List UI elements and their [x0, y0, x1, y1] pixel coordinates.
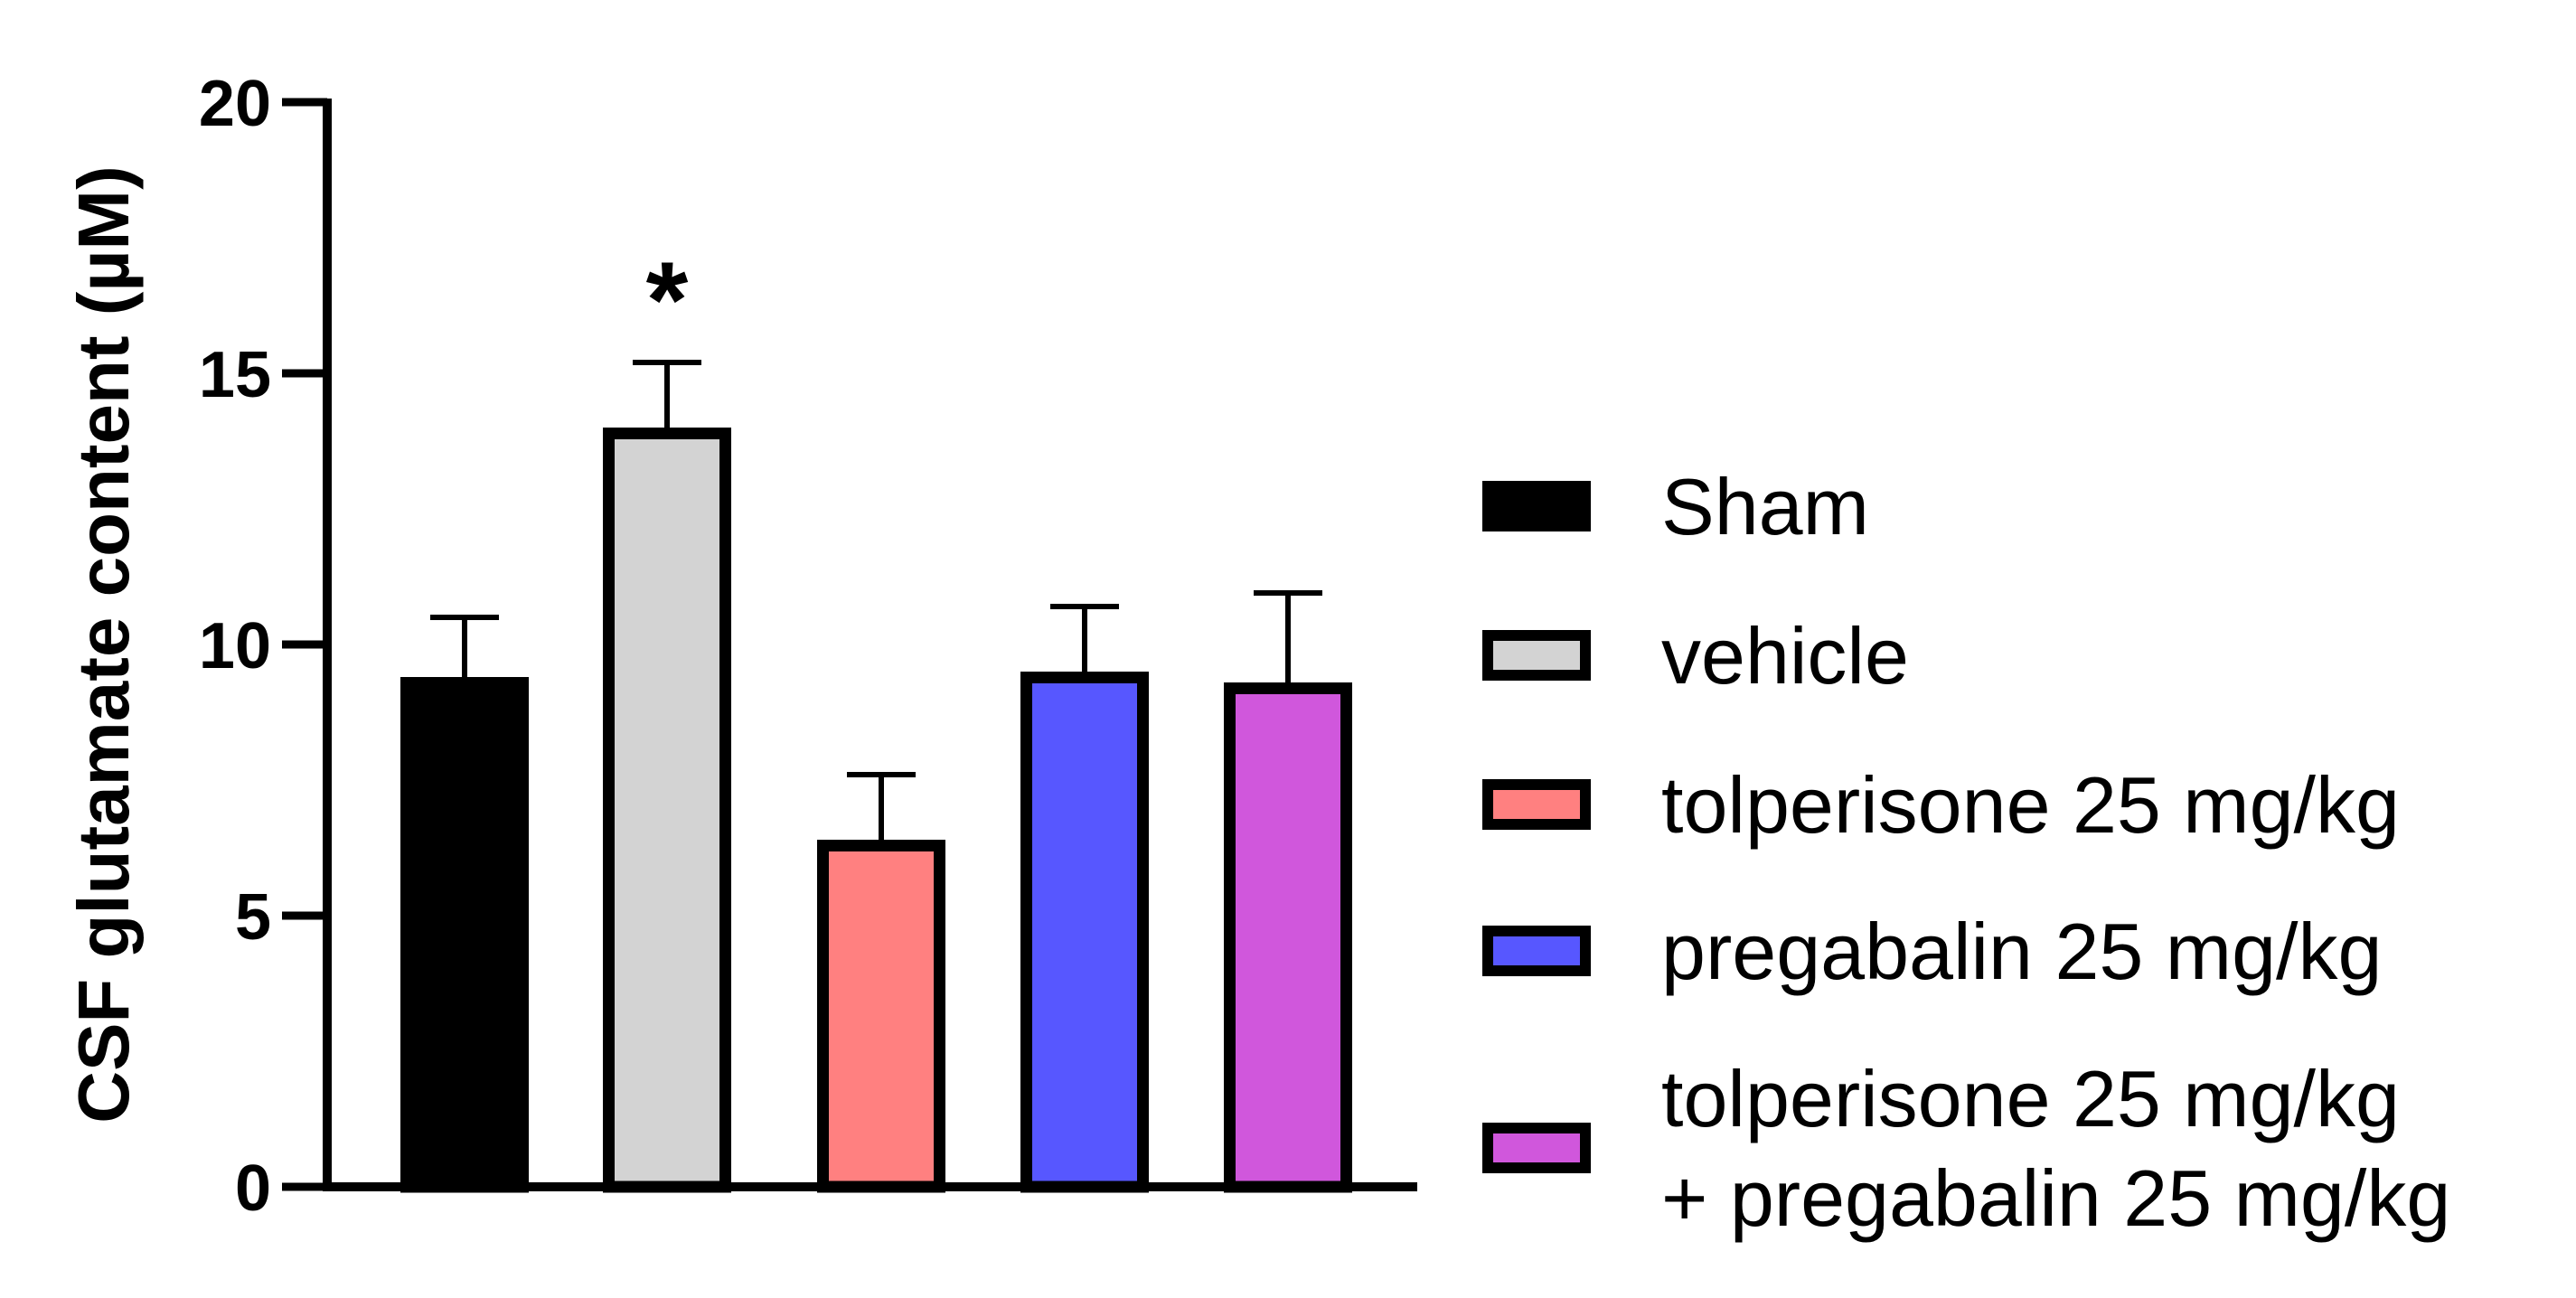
- y-tick-label: 20: [199, 68, 271, 140]
- bar: [603, 428, 731, 1193]
- legend-label: + pregabalin 25 mg/kg: [1661, 1153, 2450, 1243]
- bar: [400, 677, 529, 1193]
- significance-asterisk: *: [646, 240, 689, 361]
- bar: [1224, 682, 1352, 1193]
- bar: [1020, 672, 1149, 1193]
- legend-label: Sham: [1661, 462, 1869, 551]
- legend-label: vehicle: [1661, 611, 1909, 701]
- y-tick-label: 5: [235, 881, 271, 954]
- legend-swatch: [1482, 779, 1591, 830]
- legend-swatch: [1482, 481, 1591, 531]
- y-axis-label: CSF glutamate content (µM): [63, 165, 144, 1123]
- legend-swatch: [1482, 1123, 1591, 1173]
- legend-label: pregabalin 25 mg/kg: [1661, 907, 2382, 996]
- y-tick-label: 10: [199, 610, 271, 682]
- bar: [817, 840, 945, 1193]
- legend-swatch: [1482, 630, 1591, 681]
- y-tick-label: 15: [199, 339, 271, 411]
- legend-label: tolperisone 25 mg/kg: [1661, 1054, 2400, 1143]
- y-tick-label: 0: [235, 1152, 271, 1225]
- legend-swatch: [1482, 926, 1591, 976]
- legend-label: tolperisone 25 mg/kg: [1661, 760, 2400, 850]
